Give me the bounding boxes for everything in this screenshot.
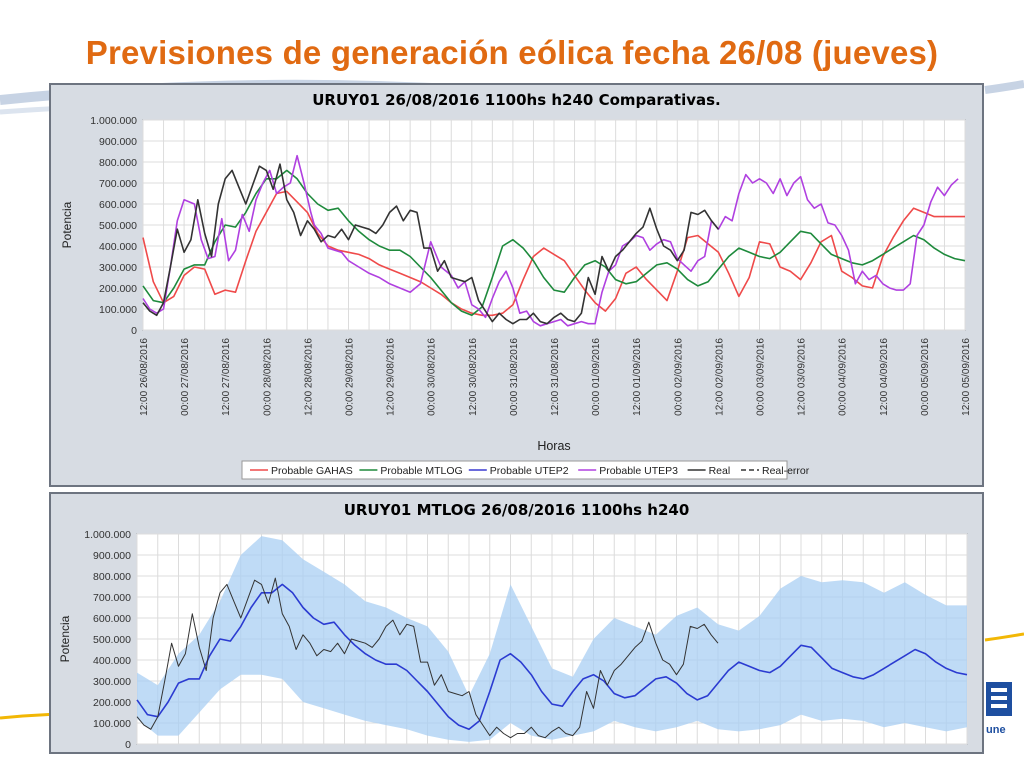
y-tick-label: 300.000 — [93, 676, 131, 688]
y-tick-label: 800.000 — [99, 157, 137, 169]
x-tick-label: 12:00 27/08/2016 — [221, 338, 232, 416]
y-tick-label: 500.000 — [93, 634, 131, 646]
y-tick-label: 500.000 — [99, 220, 137, 232]
x-tick-label: 00:00 27/08/2016 — [180, 338, 191, 416]
x-tick-label: 00:00 04/09/2016 — [838, 338, 849, 416]
y-tick-label: 100.000 — [99, 304, 137, 316]
legend-label: Probable GAHAS — [271, 465, 353, 477]
mtlog-chart: 0 100.000 200.000 300.000 400.000 500.000 600.… — [58, 529, 968, 751]
y-tick-label: 1.000.000 — [90, 115, 137, 127]
x-tick-label: 00:00 03/09/2016 — [756, 338, 767, 416]
x-tick-label: 00:00 28/08/2016 — [262, 338, 273, 416]
x-tick-label: 12:00 26/08/2016 — [139, 338, 150, 416]
y-tick-label: 800.000 — [93, 571, 131, 583]
x-tick-label: 00:00 05/09/2016 — [920, 338, 931, 416]
x-tick-label: 00:00 31/08/2016 — [509, 338, 520, 416]
y-tick-label: 700.000 — [93, 592, 131, 604]
x-tick-label: 00:00 30/08/2016 — [427, 338, 438, 416]
y-tick-label: 900.000 — [93, 550, 131, 562]
series-line-1 — [136, 577, 719, 739]
y-tick-label: 100.000 — [93, 718, 131, 730]
y-tick-label: 900.000 — [99, 136, 137, 148]
series-line-1 — [142, 169, 966, 317]
comparison-chart-title: URUY01 26/08/2016 1100hs h240 Comparativ… — [312, 91, 721, 109]
legend-label: Real-error — [762, 465, 810, 477]
legend-label: Real — [709, 465, 731, 477]
series-line-4 — [142, 163, 720, 325]
logo-text: une — [986, 724, 1006, 736]
comparison-chart-panel: 0 100.000 200.000 300.000 400.000 500.000 600.… — [49, 83, 984, 487]
y-tick-label: 300.000 — [99, 262, 137, 274]
x-tick-label: 12:00 30/08/2016 — [468, 338, 479, 416]
legend-box — [241, 460, 788, 480]
legend-label: Probable MTLOG — [380, 465, 462, 477]
y-tick-label: 600.000 — [99, 199, 137, 211]
x-tick-label: 12:00 05/09/2016 — [961, 338, 972, 416]
series-line-0 — [136, 583, 968, 731]
y-tick-label: 700.000 — [99, 178, 137, 190]
company-logo-icon — [986, 682, 1012, 716]
series-line-0 — [142, 190, 965, 317]
x-tick-label: 00:00 29/08/2016 — [345, 338, 356, 416]
x-tick-label: 00:00 01/09/2016 — [591, 338, 602, 416]
x-axis-label: Horas — [537, 439, 570, 453]
x-tick-label: 12:00 02/09/2016 — [714, 338, 725, 416]
y-axis-label: Potencia — [60, 201, 74, 248]
y-tick-label: 400.000 — [99, 241, 137, 253]
mtlog-chart-panel: 0 100.000 200.000 300.000 400.000 500.000 600.… — [49, 492, 984, 754]
y-tick-label: 400.000 — [93, 655, 131, 667]
y-tick-label: 0 — [131, 325, 137, 337]
comparison-chart: 0 100.000 200.000 300.000 400.000 500.000 600.… — [60, 115, 972, 480]
y-tick-label: 200.000 — [99, 283, 137, 295]
x-tick-label: 12:00 29/08/2016 — [386, 338, 397, 416]
y-axis-label: Potencia — [58, 615, 72, 662]
legend-label: Probable UTEP2 — [490, 465, 569, 477]
x-tick-label: 12:00 03/09/2016 — [797, 338, 808, 416]
y-tick-label: 600.000 — [93, 613, 131, 625]
x-tick-label: 12:00 01/09/2016 — [632, 338, 643, 416]
mtlog-chart-title: URUY01 MTLOG 26/08/2016 1100hs h240 — [343, 501, 690, 519]
confidence-band — [137, 536, 967, 742]
x-tick-label: 00:00 02/09/2016 — [673, 338, 684, 416]
x-tick-label: 12:00 28/08/2016 — [303, 338, 314, 416]
y-tick-label: 0 — [125, 739, 131, 751]
y-tick-label: 1.000.000 — [84, 529, 131, 541]
x-tick-label: 12:00 31/08/2016 — [550, 338, 561, 416]
slide-title: Previsiones de generación eólica fecha 2… — [85, 34, 939, 71]
legend-label: Probable UTEP3 — [599, 465, 678, 477]
x-tick-label: 12:00 04/09/2016 — [879, 338, 890, 416]
series-line-3 — [142, 154, 959, 327]
y-tick-label: 200.000 — [93, 697, 131, 709]
